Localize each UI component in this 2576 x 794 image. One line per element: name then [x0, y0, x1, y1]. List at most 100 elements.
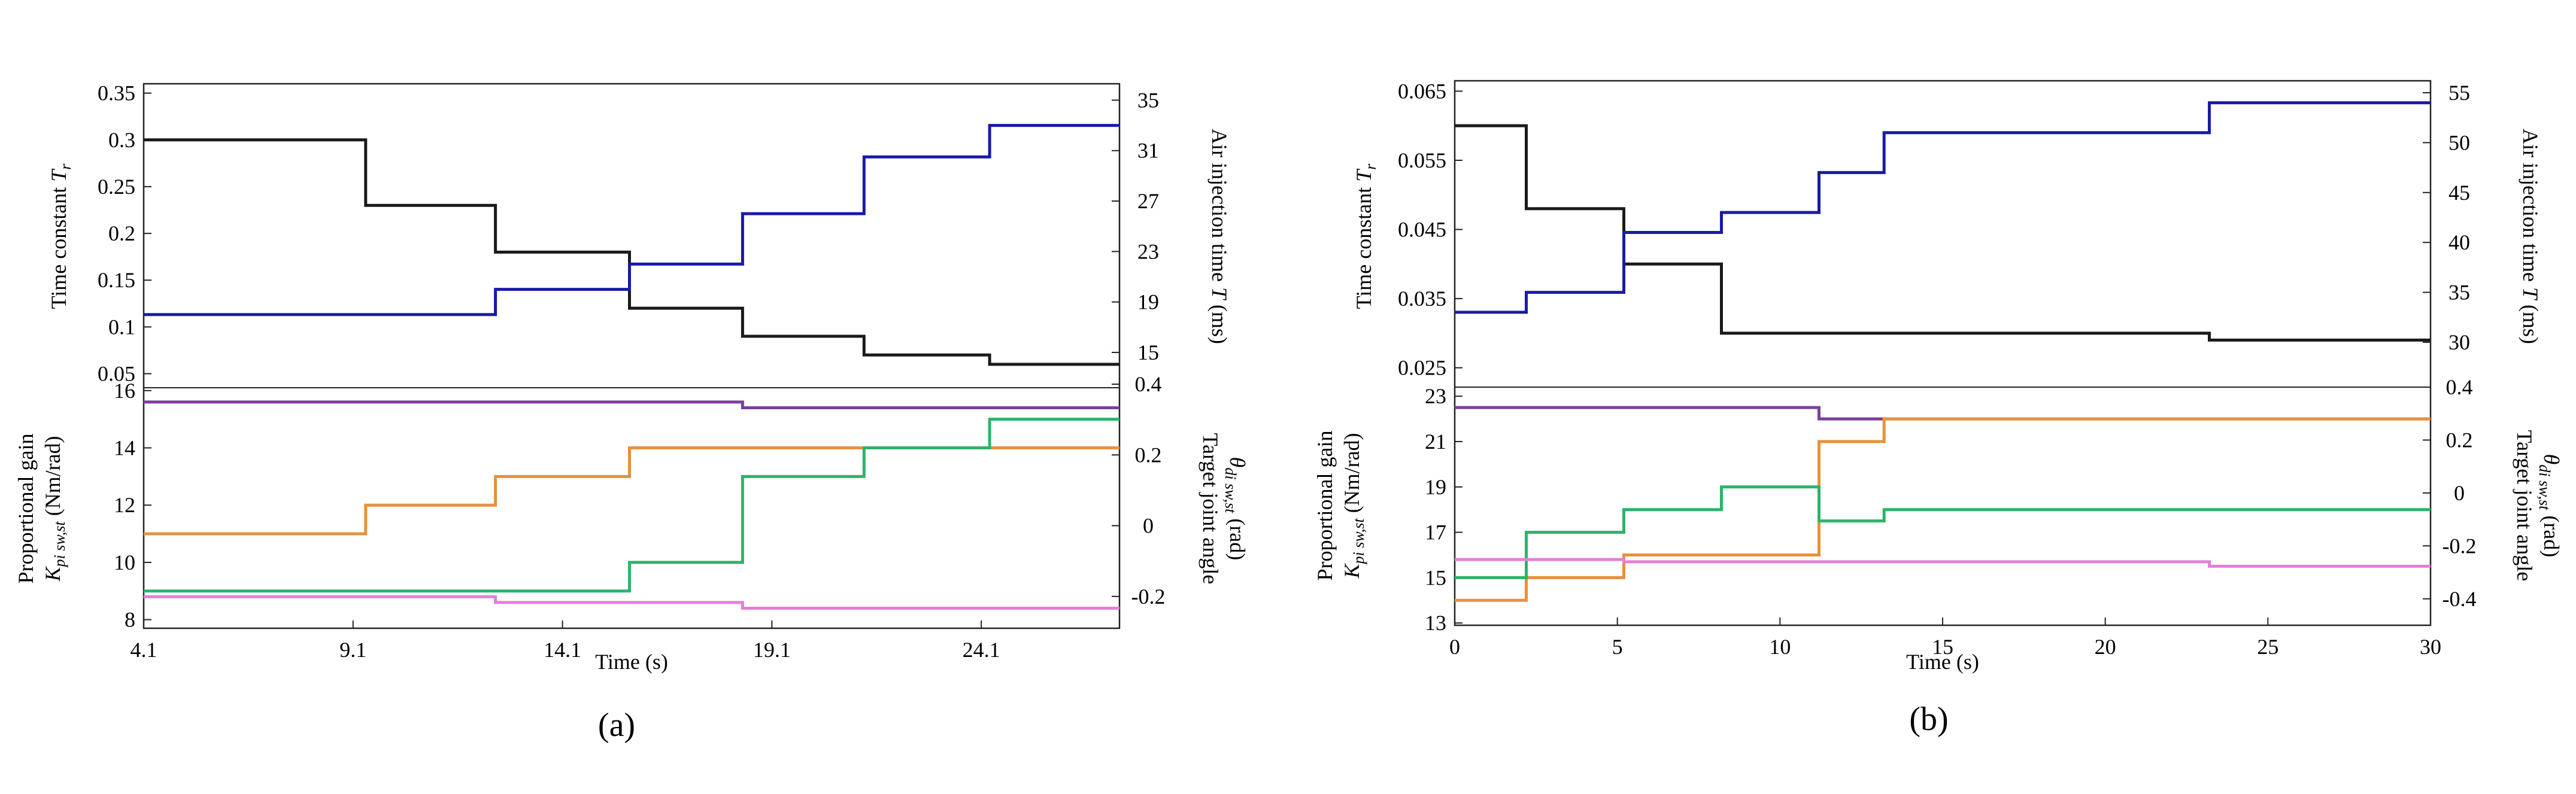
y-left-tick-label: 21 — [1425, 430, 1446, 454]
panel-b-bottom-right-ticks: -0.4 -0.2 0 0.2 0.4 — [2423, 375, 2477, 611]
y-right-tick-label: 40 — [2448, 230, 2470, 254]
y-left-tick-label: 0.05 — [98, 362, 135, 386]
y-right-tick-label: 0.2 — [1135, 443, 1162, 467]
y-right-tick-label: 35 — [2448, 281, 2470, 305]
series-line-orange — [144, 446, 1119, 536]
x-tick-label: 10 — [1769, 635, 1791, 659]
panel-a-bottom-series — [144, 400, 1119, 610]
x-tick-label: 25 — [2257, 635, 2278, 659]
panel-a-xlabel: Time (s) — [595, 650, 668, 674]
x-tick-label: 15 — [1932, 635, 1953, 659]
panel-a: 4.1 9.1 14.1 19.1 24.1 0.05 0.1 0.15 0.2 0.25 0.3… — [14, 81, 1249, 744]
panel-a-bottom-left-ticks: 8 10 12 14 16 — [114, 379, 151, 632]
x-tick-label: 0 — [1449, 635, 1460, 659]
y-right-tick-label: -0.2 — [1131, 585, 1166, 609]
y-left-tick-label: 0.2 — [108, 221, 135, 245]
y-left-tick-label: 15 — [1425, 565, 1446, 589]
panel-b-bottom-ylabel-left-1: Proportional gain — [1313, 431, 1337, 581]
panel-b-bottom-ylabel-left-2: Kpi sw,st (Nm/rad) — [1340, 433, 1367, 579]
y-left-tick-label: 14 — [114, 436, 135, 460]
x-tick-label: 30 — [2420, 635, 2441, 659]
panel-a-bottom-ylabel-left-1: Proportional gain — [14, 434, 38, 584]
panel-b-bottom-ylabel-right-1: Target joint angle — [2513, 430, 2536, 582]
y-right-tick-label: 0 — [1143, 514, 1154, 538]
y-left-tick-label: 8 — [125, 608, 135, 632]
series-line-orange — [1455, 417, 2431, 602]
y-left-tick-label: 12 — [114, 493, 135, 517]
x-tick-label: 4.1 — [131, 638, 157, 662]
panel-b: 0 5 10 15 20 25 30 0.025 0.035 0.045 0.055 0.065 3… — [1313, 79, 2563, 738]
panel-a-bottom-ylabel-right-1: Target joint angle — [1199, 433, 1222, 585]
series-line-pink — [1455, 558, 2431, 568]
y-left-tick-label: 13 — [1425, 611, 1446, 635]
y-right-tick-label: 27 — [1137, 189, 1159, 213]
y-right-tick-label: -0.2 — [2443, 534, 2477, 558]
y-right-tick-label: -0.4 — [2443, 587, 2477, 611]
y-left-tick-label: 16 — [114, 379, 135, 403]
series-line-purple — [144, 400, 1119, 409]
y-left-tick-label: 10 — [114, 550, 135, 574]
panel-b-x-ticks: 0 5 10 15 20 25 30 — [1449, 617, 2441, 659]
panel-b-top-ylabel-right: Air injection time T (ms) — [2519, 129, 2542, 344]
y-right-tick-label: 0.4 — [2446, 375, 2473, 399]
y-right-tick-label: 0 — [2454, 481, 2465, 505]
x-tick-label: 19.1 — [753, 638, 791, 662]
panel-b-top-series — [1455, 101, 2431, 342]
y-right-tick-label: 35 — [1137, 88, 1159, 112]
y-right-tick-label: 30 — [2448, 330, 2470, 354]
panel-a-bottom-right-ticks: -0.2 0 0.2 0.4 — [1112, 372, 1166, 609]
series-line-time-constant — [1455, 124, 2431, 342]
y-right-tick-label: 0.4 — [1135, 372, 1162, 396]
x-tick-label: 24.1 — [963, 638, 1000, 662]
y-left-tick-label: 19 — [1425, 475, 1446, 499]
panel-b-bottom-series — [1455, 406, 2431, 602]
panel-b-bottom-ylabel-right-2: θdi sw,st (rad) — [2536, 454, 2563, 558]
y-left-tick-label: 0.15 — [98, 268, 135, 292]
y-right-tick-label: 15 — [1137, 340, 1159, 364]
series-line-air-injection-time — [144, 124, 1119, 317]
panel-a-frame — [142, 83, 1121, 629]
panel-a-top-series — [144, 124, 1119, 366]
y-right-tick-label: 0.2 — [2446, 428, 2473, 452]
panel-b-xlabel: Time (s) — [1906, 650, 1979, 674]
panel-a-top-left-ticks: 0.05 0.1 0.15 0.2 0.25 0.3 0.35 — [98, 81, 151, 386]
panel-a-x-ticks: 4.1 9.1 14.1 19.1 24.1 — [131, 620, 1000, 662]
y-left-tick-label: 0.065 — [1398, 79, 1446, 103]
series-line-air-injection-time — [1455, 101, 2431, 314]
y-left-tick-label: 0.055 — [1398, 148, 1446, 172]
y-right-tick-label: 19 — [1137, 290, 1159, 314]
panel-a-bottom-ylabel-left-2: Kpi sw,st (Nm/rad) — [41, 436, 68, 582]
y-left-tick-label: 0.035 — [1398, 287, 1446, 311]
panel-a-bottom-ylabel-right-2: θdi sw,st (rad) — [1222, 457, 1249, 561]
y-left-tick-label: 0.025 — [1398, 356, 1446, 380]
series-line-time-constant — [144, 138, 1119, 366]
series-line-green — [1455, 485, 2431, 579]
panel-a-top-ylabel-right: Air injection time T (ms) — [1207, 129, 1231, 344]
y-left-tick-label: 0.35 — [98, 81, 135, 105]
x-tick-label: 14.1 — [544, 638, 581, 662]
y-right-tick-label: 23 — [1137, 239, 1159, 263]
y-right-tick-label: 45 — [2448, 181, 2470, 205]
panel-b-label: (b) — [1909, 701, 1948, 738]
panel-a-top-ylabel-left: Time constant Tr — [47, 163, 74, 309]
panel-b-top-ylabel-left: Time constant Tr — [1352, 163, 1379, 309]
y-left-tick-label: 0.25 — [98, 175, 135, 199]
series-line-pink — [144, 595, 1119, 610]
x-tick-label: 9.1 — [339, 638, 366, 662]
y-left-tick-label: 23 — [1425, 384, 1446, 408]
panel-b-top-right-ticks: 30 35 40 45 50 55 — [2423, 81, 2470, 354]
y-right-tick-label: 50 — [2448, 130, 2470, 154]
panel-a-top-right-ticks: 15 19 23 27 31 35 — [1112, 88, 1159, 364]
x-tick-label: 5 — [1612, 635, 1623, 659]
y-right-tick-label: 55 — [2448, 81, 2470, 105]
y-left-tick-label: 17 — [1425, 521, 1446, 544]
y-left-tick-label: 0.1 — [108, 315, 135, 339]
y-left-tick-label: 0.045 — [1398, 217, 1446, 241]
panel-a-label: (a) — [598, 707, 635, 744]
y-left-tick-label: 0.3 — [108, 128, 135, 152]
series-line-green — [144, 418, 1119, 593]
x-tick-label: 20 — [2095, 635, 2116, 659]
panel-b-top-left-ticks: 0.025 0.035 0.045 0.055 0.065 — [1398, 79, 1463, 380]
